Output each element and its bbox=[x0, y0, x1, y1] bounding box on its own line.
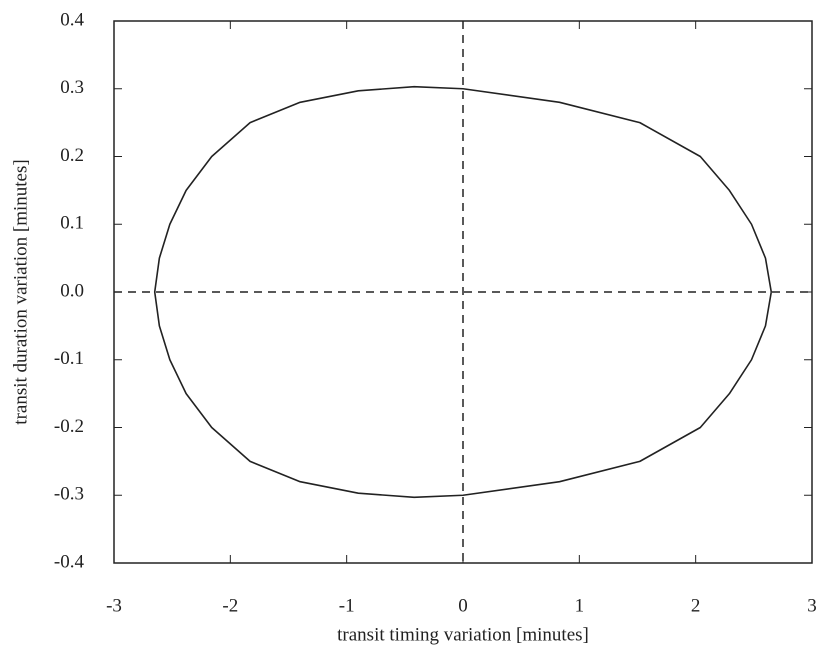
y-tick-label: 0.3 bbox=[60, 77, 84, 98]
x-tick-label: -3 bbox=[106, 595, 122, 616]
y-tick-label: 0.2 bbox=[60, 145, 84, 166]
x-tick-label: 0 bbox=[458, 595, 468, 616]
y-tick-label: -0.2 bbox=[54, 416, 84, 437]
y-tick-label: -0.4 bbox=[54, 551, 85, 572]
y-axis-label: transit duration variation [minutes] bbox=[10, 159, 31, 424]
x-tick-label: 1 bbox=[575, 595, 585, 616]
x-tick-label: 2 bbox=[691, 595, 701, 616]
y-tick-label: 0.0 bbox=[60, 280, 84, 301]
curve bbox=[153, 85, 773, 499]
y-tick-label: -0.3 bbox=[54, 484, 84, 505]
x-tick-label: -2 bbox=[222, 595, 238, 616]
x-tick-label: -1 bbox=[339, 595, 355, 616]
y-tick-label: 0.1 bbox=[60, 213, 84, 234]
y-tick-label: -0.1 bbox=[54, 348, 84, 369]
y-tick-label: 0.4 bbox=[60, 9, 84, 30]
x-axis-label: transit timing variation [minutes] bbox=[337, 624, 589, 645]
x-tick-label: 3 bbox=[807, 595, 817, 616]
